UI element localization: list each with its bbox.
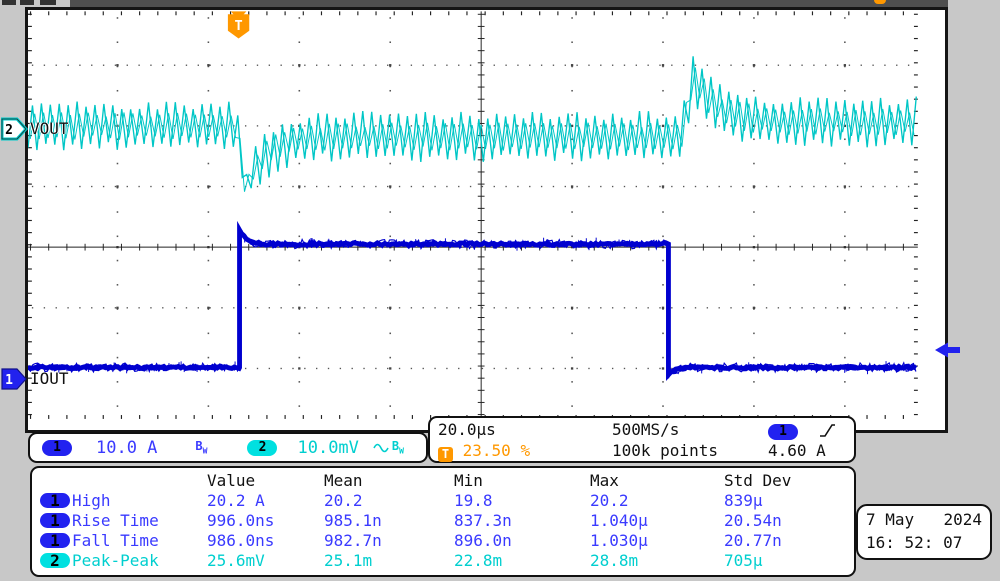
cell-name: Fall Time: [72, 531, 159, 550]
menu-remnant-icon: [2, 0, 16, 5]
top-border-bar: [70, 0, 948, 7]
measurement-row[interactable]: 2 Peak-Peak 25.6mV 25.1m 22.8m 28.8m 705µ: [32, 551, 854, 571]
channel1-position-marker[interactable]: 1: [1, 367, 28, 391]
date-text: 7 May: [866, 510, 915, 529]
trigger-position-readout: T 23.50 %: [438, 441, 530, 462]
svg-text:T: T: [234, 18, 242, 34]
row-channel-badge: 2: [40, 553, 70, 569]
header-std-dev: Std Dev: [724, 471, 792, 490]
cell-mean: 985.1n: [324, 511, 382, 530]
record-length-readout: 100k points: [612, 441, 718, 460]
cell-std: 20.54n: [724, 511, 782, 530]
cell-min: 22.8m: [454, 551, 503, 570]
measurement-row[interactable]: 1 Fall Time 986.0ns 982.7n 896.0n 1.030µ 20.77…: [32, 531, 854, 551]
cell-val: 20.2 A: [207, 491, 265, 510]
cell-max: 1.040µ: [590, 511, 648, 530]
cell-std: 839µ: [724, 491, 763, 510]
vout-trace-label: VOUT: [30, 119, 69, 138]
channel-settings-bar: 1 10.0 A BW 2 10.0mV BW: [28, 432, 428, 463]
cropped-marker-icon: [874, 0, 886, 4]
menu-remnant-icon: [20, 0, 34, 5]
cell-min: 837.3n: [454, 511, 512, 530]
measurement-table: Value Mean Min Max Std Dev 1 High 20.2 A 20.2 19.…: [30, 466, 856, 577]
time-text: 16: 52: 07: [866, 533, 963, 552]
header-min: Min: [454, 471, 483, 490]
header-value: Value: [207, 471, 256, 490]
iout-trace-label: IOUT: [30, 369, 69, 388]
row-channel-badge: 1: [40, 513, 70, 529]
waveform-display: T: [28, 11, 918, 419]
ch2-bandwidth-icon: BW: [391, 439, 404, 456]
ch1-bandwidth-icon: BW: [195, 439, 208, 456]
ch1-badge[interactable]: 1: [42, 439, 72, 456]
cell-max: 20.2: [590, 491, 629, 510]
ch1-scale-readout[interactable]: 10.0 A: [96, 437, 158, 458]
measurement-row[interactable]: 1 High 20.2 A 20.2 19.8 20.2 839µ: [32, 491, 854, 511]
cell-max: 1.030µ: [590, 531, 648, 550]
trigger-slope-icon: [820, 424, 835, 437]
cell-mean: 25.1m: [324, 551, 373, 570]
year-text: 2024: [943, 510, 982, 529]
sample-rate-readout: 500MS/s: [612, 420, 680, 439]
timebase-readout[interactable]: 20.0µs: [438, 420, 496, 439]
cell-mean: 20.2: [324, 491, 363, 510]
ch2-badge[interactable]: 2: [247, 439, 278, 456]
cell-std: 20.77n: [724, 531, 782, 550]
svg-text:1: 1: [5, 373, 13, 388]
ch2-scale-readout[interactable]: 10.0mV: [297, 437, 359, 458]
header-mean: Mean: [324, 471, 363, 490]
cell-min: 896.0n: [454, 531, 512, 550]
trigger-level-readout[interactable]: 4.60 A: [768, 441, 826, 460]
trigger-source-badge[interactable]: 1: [768, 420, 798, 440]
cell-val: 996.0ns: [207, 511, 275, 530]
cell-val: 986.0ns: [207, 531, 275, 550]
datetime-box: 7 May 2024 16: 52: 07: [856, 504, 992, 560]
acquisition-bar: 20.0µs 500MS/s 1 T 23.50 % 100k points 4…: [428, 416, 856, 463]
measurement-row[interactable]: 1 Rise Time 996.0ns 985.1n 837.3n 1.040µ 20.54…: [32, 511, 854, 531]
trigger-level-arrow-icon[interactable]: [932, 341, 962, 359]
row-channel-badge: 1: [40, 533, 70, 549]
graticule-area: [25, 7, 948, 433]
cell-name: High: [72, 491, 111, 510]
ac-coupling-icon: [373, 443, 389, 452]
cell-val: 25.6mV: [207, 551, 265, 570]
cell-mean: 982.7n: [324, 531, 382, 550]
cell-min: 19.8: [454, 491, 493, 510]
svg-text:2: 2: [5, 123, 13, 138]
trigger-t-icon: T: [438, 447, 453, 462]
cell-name: Rise Time: [72, 511, 159, 530]
channel2-position-marker[interactable]: 2: [1, 117, 28, 141]
cell-std: 705µ: [724, 551, 763, 570]
header-max: Max: [590, 471, 619, 490]
menu-remnant-icon: [40, 0, 56, 5]
cell-max: 28.8m: [590, 551, 639, 570]
cell-name: Peak-Peak: [72, 551, 159, 570]
row-channel-badge: 1: [40, 493, 70, 509]
measurement-header-row: Value Mean Min Max Std Dev: [32, 471, 854, 491]
